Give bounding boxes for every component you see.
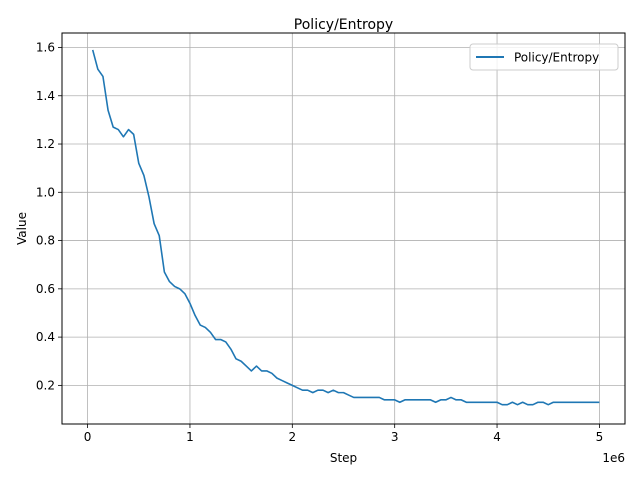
series-line-policy-entropy — [91, 49, 600, 406]
y-tick-label: 0.8 — [36, 234, 55, 248]
y-tick-label: 0.2 — [36, 378, 55, 392]
y-tick-label: 1.6 — [36, 40, 55, 54]
x-axis-offset-label: 1e6 — [602, 451, 625, 465]
x-axis-label: Step — [330, 451, 357, 465]
series-layer — [91, 49, 600, 406]
x-tick-label: 2 — [288, 430, 296, 444]
plot-frame — [61, 32, 626, 425]
legend-label-policy-entropy: Policy/Entropy — [514, 51, 599, 65]
y-axis-label: Value — [15, 212, 29, 245]
x-tick-label: 4 — [493, 430, 501, 444]
x-tick-label: 1 — [186, 430, 194, 444]
x-tick-label: 5 — [596, 430, 604, 444]
y-tick-label: 0.6 — [36, 282, 55, 296]
x-axis-ticks: 0 1 2 3 4 5 — [84, 424, 603, 444]
y-tick-label: 0.4 — [36, 330, 55, 344]
y-axis-ticks: 0.2 0.4 0.6 0.8 1.0 1.2 1.4 1.6 — [36, 40, 62, 392]
x-tick-label: 0 — [84, 430, 92, 444]
y-tick-label: 1.4 — [36, 89, 55, 103]
chart-title: Policy/Entropy — [294, 17, 393, 33]
y-tick-label: 1.2 — [36, 137, 55, 151]
y-tick-label: 1.0 — [36, 185, 55, 199]
x-tick-label: 3 — [391, 430, 399, 444]
legend-box — [469, 43, 619, 71]
legend: Policy/Entropy — [469, 43, 619, 71]
